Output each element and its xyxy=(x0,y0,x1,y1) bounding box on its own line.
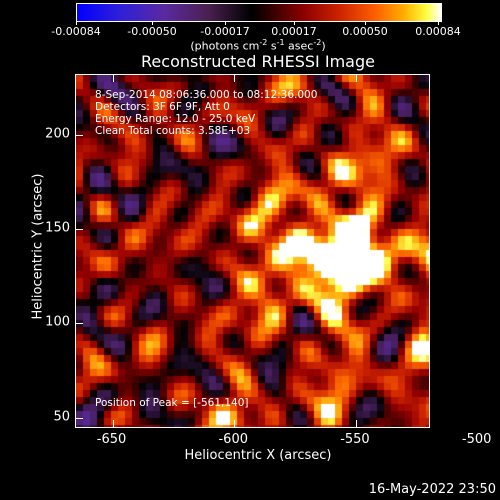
info-time-range: 8-Sep-2014 08:06:36.000 to 08:12:36.000 xyxy=(95,89,318,101)
y-tick-right xyxy=(76,135,83,137)
x-tick-label: -550 xyxy=(340,432,370,447)
colorbar-tick xyxy=(365,21,366,25)
colorbar-tick xyxy=(225,21,226,25)
x-tick xyxy=(234,420,236,427)
x-tick-label: -500 xyxy=(461,432,492,447)
x-tick xyxy=(355,420,357,427)
y-tick-label: 100 xyxy=(45,314,70,330)
colorbar-tick-label: -0.00050 xyxy=(127,25,177,38)
info-detectors: Detectors: 3F 6F 9F, Att 0 xyxy=(95,101,230,113)
x-tick-top xyxy=(355,75,357,82)
image-title: Reconstructed RHESSI Image xyxy=(141,52,375,71)
colorbar-tick-label: 0.00050 xyxy=(342,25,388,38)
info-energy-range: Energy Range: 12.0 - 25.0 keV xyxy=(95,113,256,125)
colorbar-tick xyxy=(438,21,439,25)
info-total-counts: Clean Total counts: 3.58E+03 xyxy=(95,125,251,137)
y-tick-right xyxy=(76,417,83,419)
colorbar-tick-label: -0.00017 xyxy=(200,25,250,38)
image-plot-area: 8-Sep-2014 08:06:36.000 to 08:12:36.000 … xyxy=(75,74,430,428)
x-axis-label: Heliocentric X (arcsec) xyxy=(184,448,332,463)
colorbar xyxy=(76,3,442,22)
x-tick-label: -650 xyxy=(96,432,127,447)
x-tick-label: -600 xyxy=(218,432,248,447)
x-tick xyxy=(112,420,114,427)
peak-position: Position of Peak = [-561,140] xyxy=(95,397,249,409)
timestamp: 16-May-2022 23:50 xyxy=(368,482,496,497)
colorbar-tick xyxy=(152,21,153,25)
colorbar-tick-label: -0.00084 xyxy=(51,25,101,38)
heatmap-image xyxy=(76,75,429,427)
x-tick-top xyxy=(112,75,114,82)
y-tick-label: 50 xyxy=(53,409,70,425)
colorbar-unit: (photons cm-2 s-1 asec-2) xyxy=(190,38,326,53)
colorbar-tick-label: 0.00084 xyxy=(415,25,461,38)
colorbar-tick-label: 0.00017 xyxy=(271,25,317,38)
x-tick-top xyxy=(234,75,236,82)
y-tick-right xyxy=(76,323,83,325)
y-tick-label: 200 xyxy=(45,126,70,142)
colorbar-tick xyxy=(76,21,77,25)
y-axis-label: Heliocentric Y (arcsec) xyxy=(30,173,46,320)
y-tick-right xyxy=(76,229,83,231)
colorbar-tick xyxy=(294,21,295,25)
y-tick-label: 150 xyxy=(45,220,70,236)
